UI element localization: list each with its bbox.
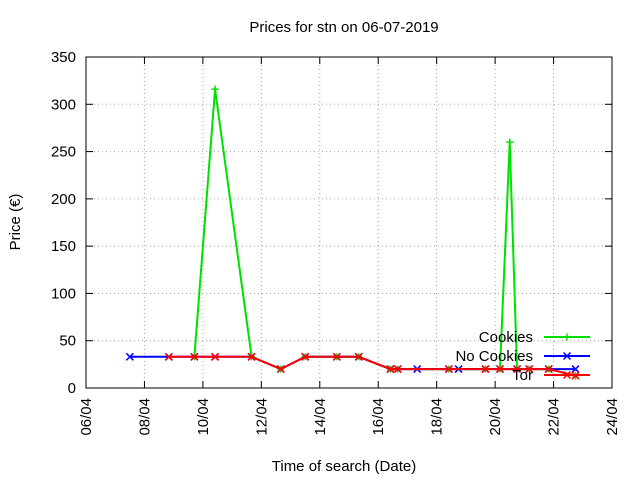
- x-tick-label: 16/04: [370, 398, 387, 436]
- y-tick-label: 250: [51, 144, 76, 161]
- x-tick-label: 14/04: [312, 398, 329, 436]
- y-tick-label: 0: [68, 380, 76, 397]
- x-tick-label: 10/04: [195, 398, 212, 436]
- data-point-tor: [247, 352, 256, 361]
- x-tick-label: 22/04: [546, 398, 563, 436]
- y-tick-label: 350: [51, 49, 76, 66]
- data-point-tor: [481, 365, 490, 374]
- data-point-tor: [386, 365, 395, 374]
- data-point-tor: [164, 352, 173, 361]
- x-tick-label: 20/04: [487, 398, 504, 436]
- y-axis-ticks: 0 50 100 150 200 250 300 350: [51, 49, 612, 397]
- y-tick-label: 100: [51, 285, 76, 302]
- x-tick-label: 08/04: [136, 398, 153, 436]
- data-point-tor: [276, 365, 285, 374]
- x-tick-label: 24/04: [604, 398, 621, 436]
- y-tick-label: 300: [51, 96, 76, 113]
- data-point-tor: [301, 352, 310, 361]
- data-point-no-cookies: [571, 365, 580, 374]
- legend-marker: [562, 351, 572, 361]
- legend-item-no-cookies: No Cookies: [455, 348, 590, 365]
- data-point-cookies: [506, 138, 514, 146]
- x-tick-label: 12/04: [253, 398, 270, 436]
- data-point-tor: [495, 365, 505, 374]
- data-point-tor: [444, 365, 453, 374]
- series-tor: [164, 352, 580, 380]
- data-point-tor: [354, 352, 363, 361]
- y-axis-label: Price (€): [7, 194, 24, 251]
- data-point-tor: [190, 352, 199, 361]
- data-point-tor: [332, 352, 341, 361]
- data-point-cookies: [211, 85, 219, 93]
- x-tick-label: 18/04: [429, 398, 446, 436]
- x-axis-label: Time of search (Date): [272, 458, 417, 475]
- data-point-tor: [393, 365, 402, 374]
- legend-item-cookies: Cookies: [479, 329, 590, 346]
- data-point-tor: [211, 352, 220, 361]
- legend-marker: [563, 333, 571, 341]
- legend-label: No Cookies: [455, 348, 533, 365]
- series-layer: [125, 85, 580, 380]
- legend-label: Tor: [512, 367, 533, 384]
- data-point-tor: [525, 365, 534, 374]
- chart-title: Prices for stn on 06-07-2019: [249, 19, 438, 36]
- legend: Cookies No Cookies Tor: [455, 329, 590, 384]
- data-point-tor: [512, 365, 522, 374]
- legend-label: Cookies: [479, 329, 533, 346]
- x-tick-label: 06/04: [78, 398, 95, 436]
- y-tick-label: 50: [59, 333, 76, 350]
- x-axis-ticks: 06/04 08/04 10/04 12/04 14/04 16/04 18/04 20/04…: [78, 57, 621, 436]
- y-tick-label: 150: [51, 238, 76, 255]
- plot-border: [85, 56, 613, 389]
- legend-item-tor: Tor: [512, 367, 590, 384]
- legend-marker: [562, 370, 572, 380]
- data-point-tor: [544, 365, 553, 374]
- data-point-no-cookies: [125, 352, 134, 361]
- y-tick-label: 200: [51, 191, 76, 208]
